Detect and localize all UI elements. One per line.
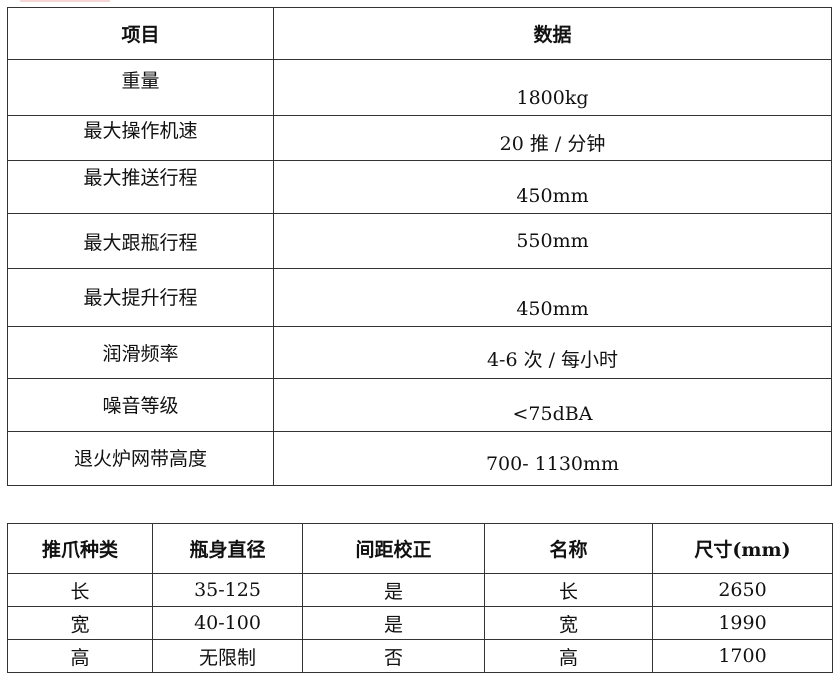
red-mark xyxy=(20,0,110,2)
value-cell: 550mm xyxy=(273,213,832,269)
item-cell: 润滑频率 xyxy=(7,326,274,379)
table-header-row: 项目 数据 xyxy=(7,7,832,60)
cell: 35-125 xyxy=(152,573,303,607)
item-cell: 最大跟瓶行程 xyxy=(7,213,274,269)
table-row: 最大提升行程 450mm xyxy=(7,268,832,327)
value-cell: <75dBA xyxy=(273,378,832,432)
value-cell: 4-6 次 / 每小时 xyxy=(273,326,832,379)
value-cell: 1800kg xyxy=(273,59,832,116)
value-cell: 20 推 / 分钟 xyxy=(273,115,832,161)
table-row: 长 35-125 是 长 2650 xyxy=(7,573,833,607)
table-row: 最大推送行程 450mm xyxy=(7,160,832,214)
item-cell: 最大操作机速 xyxy=(7,115,274,161)
header-spacing-correction: 间距校正 xyxy=(302,523,485,574)
table-row: 噪音等级 <75dBA xyxy=(7,378,832,432)
table-row: 宽 40-100 是 宽 1990 xyxy=(7,606,833,640)
cell: 长 xyxy=(484,573,653,607)
cell: 1700 xyxy=(652,639,833,673)
finger-table: 推爪种类 瓶身直径 间距校正 名称 尺寸(mm) 长 35-125 是 长 26… xyxy=(7,523,833,673)
table-row: 退火炉网带高度 700- 1130mm xyxy=(7,431,832,486)
item-cell: 最大推送行程 xyxy=(7,160,274,214)
header-name: 名称 xyxy=(484,523,653,574)
cell: 是 xyxy=(302,573,485,607)
header-finger-type: 推爪种类 xyxy=(7,523,153,574)
table-row: 高 无限制 否 高 1700 xyxy=(7,639,833,673)
table-row: 重量 1800kg xyxy=(7,59,832,116)
header-bottle-diameter: 瓶身直径 xyxy=(152,523,303,574)
cell: 宽 xyxy=(484,606,653,640)
cell: 是 xyxy=(302,606,485,640)
item-cell: 最大提升行程 xyxy=(7,268,274,327)
cell: 40-100 xyxy=(152,606,303,640)
value-cell: 450mm xyxy=(273,160,832,214)
cell: 宽 xyxy=(7,606,153,640)
cell: 无限制 xyxy=(152,639,303,673)
header-size: 尺寸(mm) xyxy=(652,523,833,574)
header-item: 项目 xyxy=(7,7,274,60)
table-header-row: 推爪种类 瓶身直径 间距校正 名称 尺寸(mm) xyxy=(7,523,833,574)
table-row: 最大操作机速 20 推 / 分钟 xyxy=(7,115,832,161)
item-cell: 噪音等级 xyxy=(7,378,274,432)
table-row: 润滑频率 4-6 次 / 每小时 xyxy=(7,326,832,379)
cell: 2650 xyxy=(652,573,833,607)
spec-table: 项目 数据 重量 1800kg 最大操作机速 20 推 / 分钟 最大推送行程 … xyxy=(7,7,832,486)
item-cell: 重量 xyxy=(7,59,274,116)
cell: 1990 xyxy=(652,606,833,640)
table-row: 最大跟瓶行程 550mm xyxy=(7,213,832,269)
cell: 长 xyxy=(7,573,153,607)
header-value: 数据 xyxy=(273,7,832,60)
item-cell: 退火炉网带高度 xyxy=(7,431,274,486)
cell: 高 xyxy=(484,639,653,673)
cell: 高 xyxy=(7,639,153,673)
value-cell: 450mm xyxy=(273,268,832,327)
cell: 否 xyxy=(302,639,485,673)
value-cell: 700- 1130mm xyxy=(273,431,832,486)
